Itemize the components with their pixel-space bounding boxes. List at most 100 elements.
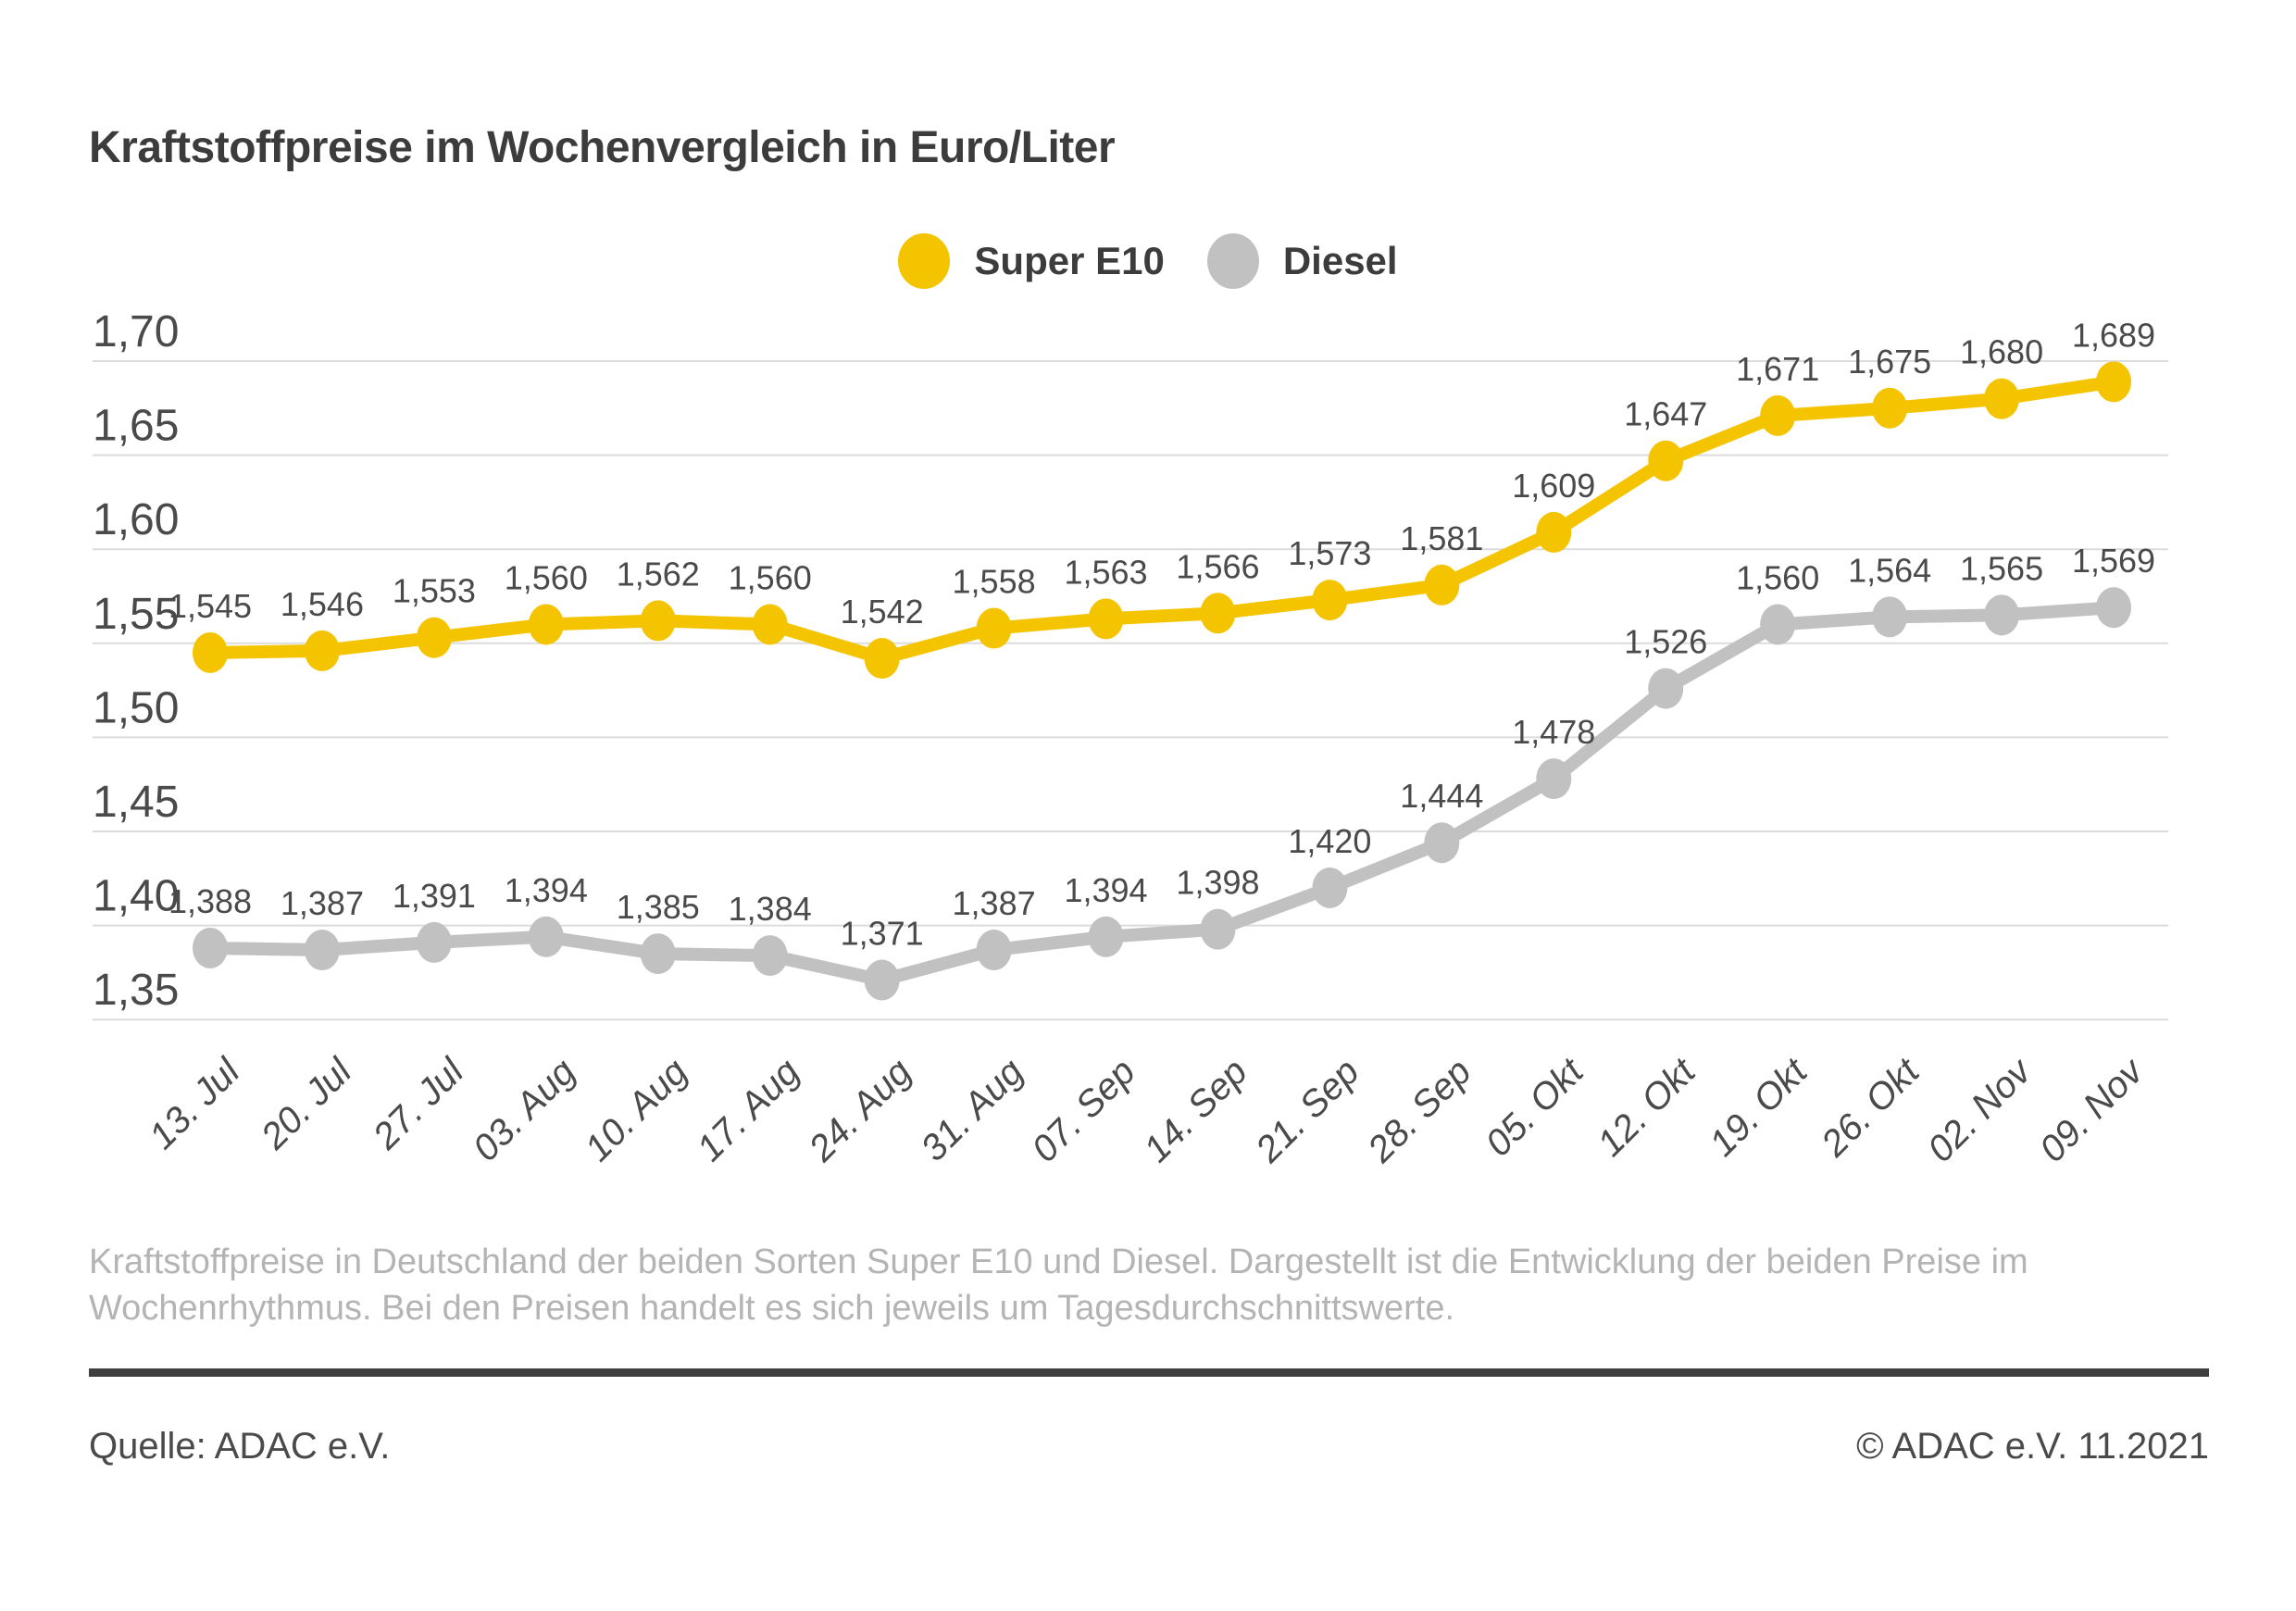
data-point-super-e10 bbox=[1088, 598, 1124, 640]
data-point-diesel bbox=[1312, 867, 1348, 908]
data-label-diesel: 1,564 bbox=[1848, 551, 1931, 589]
line-chart-svg: 1,70 1,65 1,60 1,55 1,50 1,45 1,40 1,35 1,545 1,5… bbox=[93, 307, 2168, 1171]
y-tick-label: 1,35 bbox=[93, 966, 179, 1015]
x-tick-label: 14. Sep bbox=[1136, 1051, 1255, 1170]
data-point-diesel bbox=[752, 935, 788, 977]
data-label-diesel: 1,560 bbox=[1736, 558, 1819, 596]
legend-item-diesel: Diesel bbox=[1206, 233, 1398, 289]
legend-dot-diesel-icon bbox=[1206, 233, 1259, 289]
data-label-super-e10: 1,562 bbox=[617, 555, 700, 593]
data-label-diesel: 1,394 bbox=[505, 871, 588, 909]
y-tick-label: 1,55 bbox=[93, 590, 179, 639]
data-label-super-e10: 1,689 bbox=[2072, 316, 2155, 354]
data-point-diesel bbox=[976, 930, 1012, 971]
x-tick-label: 31. Aug bbox=[913, 1051, 1031, 1169]
data-label-diesel: 1,526 bbox=[1624, 623, 1707, 661]
legend-label-super-e10: Super E10 bbox=[974, 239, 1165, 282]
y-tick-label: 1,40 bbox=[93, 872, 179, 921]
series-line-diesel bbox=[204, 601, 2120, 987]
data-point-super-e10 bbox=[1424, 564, 1460, 606]
data-label-super-e10: 1,560 bbox=[505, 558, 588, 596]
data-point-super-e10 bbox=[976, 607, 1012, 649]
data-point-diesel bbox=[1872, 596, 1908, 638]
data-point-super-e10 bbox=[1872, 387, 1908, 429]
data-point-diesel bbox=[1088, 916, 1124, 957]
data-label-super-e10: 1,675 bbox=[1848, 343, 1931, 381]
data-point-diesel bbox=[193, 927, 228, 968]
data-label-super-e10: 1,546 bbox=[281, 585, 364, 623]
data-point-super-e10 bbox=[1312, 580, 1348, 621]
data-point-super-e10 bbox=[1536, 511, 1572, 553]
x-tick-label: 07. Sep bbox=[1024, 1051, 1143, 1170]
line-chart: 1,70 1,65 1,60 1,55 1,50 1,45 1,40 1,35 1,545 1,5… bbox=[0, 307, 2296, 1241]
data-point-super-e10 bbox=[416, 617, 452, 658]
data-point-super-e10 bbox=[864, 638, 900, 680]
y-tick-label: 1,65 bbox=[93, 402, 179, 451]
x-tick-label: 09. Nov bbox=[2032, 1050, 2152, 1170]
legend: Super E10 Diesel bbox=[0, 233, 2296, 289]
data-point-super-e10 bbox=[640, 600, 676, 642]
chart-description-line-2: Wochenrhythmus. Bei den Preisen handelt … bbox=[89, 1289, 1455, 1328]
data-label-diesel: 1,444 bbox=[1400, 777, 1483, 815]
data-point-diesel bbox=[1424, 822, 1460, 864]
y-tick-label: 1,60 bbox=[93, 495, 179, 544]
data-label-super-e10: 1,558 bbox=[953, 563, 1036, 601]
data-label-diesel: 1,391 bbox=[393, 877, 476, 915]
y-tick-label: 1,50 bbox=[93, 683, 179, 732]
data-label-diesel: 1,384 bbox=[729, 890, 812, 928]
footer-divider bbox=[89, 1368, 2209, 1377]
data-label-super-e10: 1,563 bbox=[1064, 553, 1147, 591]
x-tick-label: 28. Sep bbox=[1359, 1051, 1479, 1170]
data-label-super-e10: 1,542 bbox=[841, 593, 924, 631]
x-tick-label: 27. Jul bbox=[365, 1050, 472, 1157]
x-tick-label: 05. Okt bbox=[1478, 1050, 1592, 1165]
data-label-diesel: 1,478 bbox=[1512, 713, 1595, 751]
data-label-diesel: 1,394 bbox=[1064, 871, 1147, 909]
data-label-super-e10: 1,581 bbox=[1400, 519, 1483, 557]
x-tick-label: 13. Jul bbox=[142, 1050, 248, 1156]
x-tick-label: 24. Aug bbox=[801, 1051, 919, 1169]
chart-title: Kraftstoffpreise im Wochenvergleich in E… bbox=[89, 123, 1116, 172]
data-label-super-e10: 1,573 bbox=[1288, 534, 1371, 572]
data-point-super-e10 bbox=[2096, 361, 2131, 403]
legend-label-diesel: Diesel bbox=[1282, 239, 1398, 282]
data-label-diesel: 1,569 bbox=[2072, 542, 2155, 580]
data-label-super-e10: 1,560 bbox=[729, 558, 812, 596]
data-label-diesel: 1,387 bbox=[281, 884, 364, 922]
y-tick-label: 1,70 bbox=[93, 315, 179, 356]
x-tick-label: 20. Jul bbox=[253, 1050, 360, 1157]
data-label-diesel: 1,387 bbox=[953, 884, 1036, 922]
data-label-super-e10: 1,553 bbox=[393, 572, 476, 610]
source-text: Quelle: ADAC e.V. bbox=[89, 1426, 391, 1467]
data-label-diesel: 1,388 bbox=[168, 882, 252, 920]
chart-description-line-1: Kraftstoffpreise in Deutschland der beid… bbox=[89, 1243, 2028, 1281]
data-label-super-e10: 1,609 bbox=[1512, 467, 1595, 505]
data-label-super-e10: 1,566 bbox=[1176, 547, 1259, 585]
data-label-super-e10: 1,647 bbox=[1624, 395, 1707, 433]
x-tick-label: 17. Aug bbox=[690, 1051, 808, 1169]
data-point-diesel bbox=[1984, 594, 2020, 636]
data-point-diesel bbox=[1200, 908, 1236, 950]
data-point-super-e10 bbox=[193, 631, 228, 673]
data-label-diesel: 1,565 bbox=[1960, 549, 2043, 587]
x-tick-label: 03. Aug bbox=[466, 1051, 584, 1169]
x-tick-label: 10. Aug bbox=[578, 1051, 696, 1169]
copyright-text: © ADAC e.V. 11.2021 bbox=[1856, 1426, 2209, 1467]
data-label-super-e10: 1,545 bbox=[168, 587, 252, 625]
data-point-super-e10 bbox=[1760, 394, 1796, 436]
data-point-super-e10 bbox=[528, 604, 564, 645]
data-point-diesel bbox=[640, 933, 676, 975]
data-point-diesel bbox=[416, 921, 452, 963]
chart-description: Kraftstoffpreise in Deutschland der beid… bbox=[89, 1239, 2218, 1331]
data-label-diesel: 1,420 bbox=[1288, 822, 1371, 860]
data-point-diesel bbox=[1536, 758, 1572, 800]
x-tick-label: 02. Nov bbox=[1920, 1050, 2040, 1170]
legend-dot-super-e10-icon bbox=[898, 233, 951, 289]
data-point-super-e10 bbox=[304, 630, 340, 671]
data-label-diesel: 1,398 bbox=[1176, 864, 1259, 902]
data-label-super-e10: 1,671 bbox=[1736, 350, 1819, 388]
data-point-super-e10 bbox=[752, 604, 788, 645]
data-point-diesel bbox=[1648, 668, 1684, 709]
footer: Quelle: ADAC e.V. © ADAC e.V. 11.2021 bbox=[89, 1426, 2209, 1467]
